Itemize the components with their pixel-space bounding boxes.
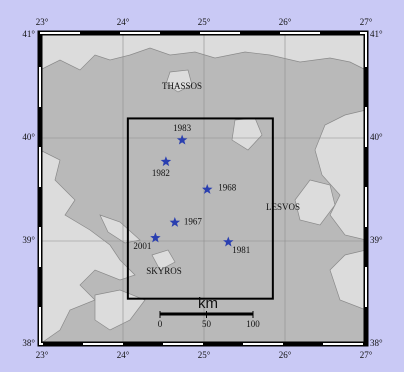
map: THASSOS LESVOS SKYROS 23° 23° 24° 24° 25° 25°…: [0, 0, 404, 367]
place-label: LESVOS: [266, 202, 300, 212]
scale-unit: km: [198, 295, 218, 312]
lat-tick-label: 41°: [22, 29, 35, 39]
lon-tick-label: 24°: [117, 17, 130, 27]
lat-tick-label: 40°: [22, 132, 35, 142]
lon-tick-label: 23°: [36, 350, 49, 360]
lat-tick-label: 38°: [370, 338, 383, 348]
lon-tick-label: 23°: [36, 17, 49, 27]
lon-tick-label: 25°: [198, 17, 211, 27]
lon-tick-label: 26°: [279, 17, 292, 27]
lat-tick-label: 39°: [22, 235, 35, 245]
place-label: THASSOS: [162, 81, 202, 91]
lon-tick-label: 26°: [279, 350, 292, 360]
lat-tick-label: 38°: [22, 338, 35, 348]
event-label: 1968: [218, 183, 237, 193]
event-label: 1981: [232, 245, 250, 255]
lon-tick-label: 27°: [360, 17, 373, 27]
event-label: 1967: [184, 217, 203, 227]
lon-tick-label: 24°: [117, 350, 130, 360]
scale-tick-label: 0: [158, 319, 163, 329]
lat-tick-label: 39°: [370, 235, 383, 245]
scale-tick-label: 100: [246, 319, 260, 329]
event-label: 1982: [152, 168, 170, 178]
place-label: SKYROS: [146, 266, 182, 276]
lon-tick-label: 27°: [360, 350, 373, 360]
page: THASSOS LESVOS SKYROS 23° 23° 24° 24° 25° 25°…: [0, 0, 404, 367]
lon-tick-label: 25°: [198, 350, 211, 360]
event-label: 2001: [133, 241, 151, 251]
lat-tick-label: 40°: [370, 132, 383, 142]
scale-tick-label: 50: [202, 319, 212, 329]
lat-tick-label: 41°: [370, 29, 383, 39]
event-label: 1983: [173, 123, 192, 133]
